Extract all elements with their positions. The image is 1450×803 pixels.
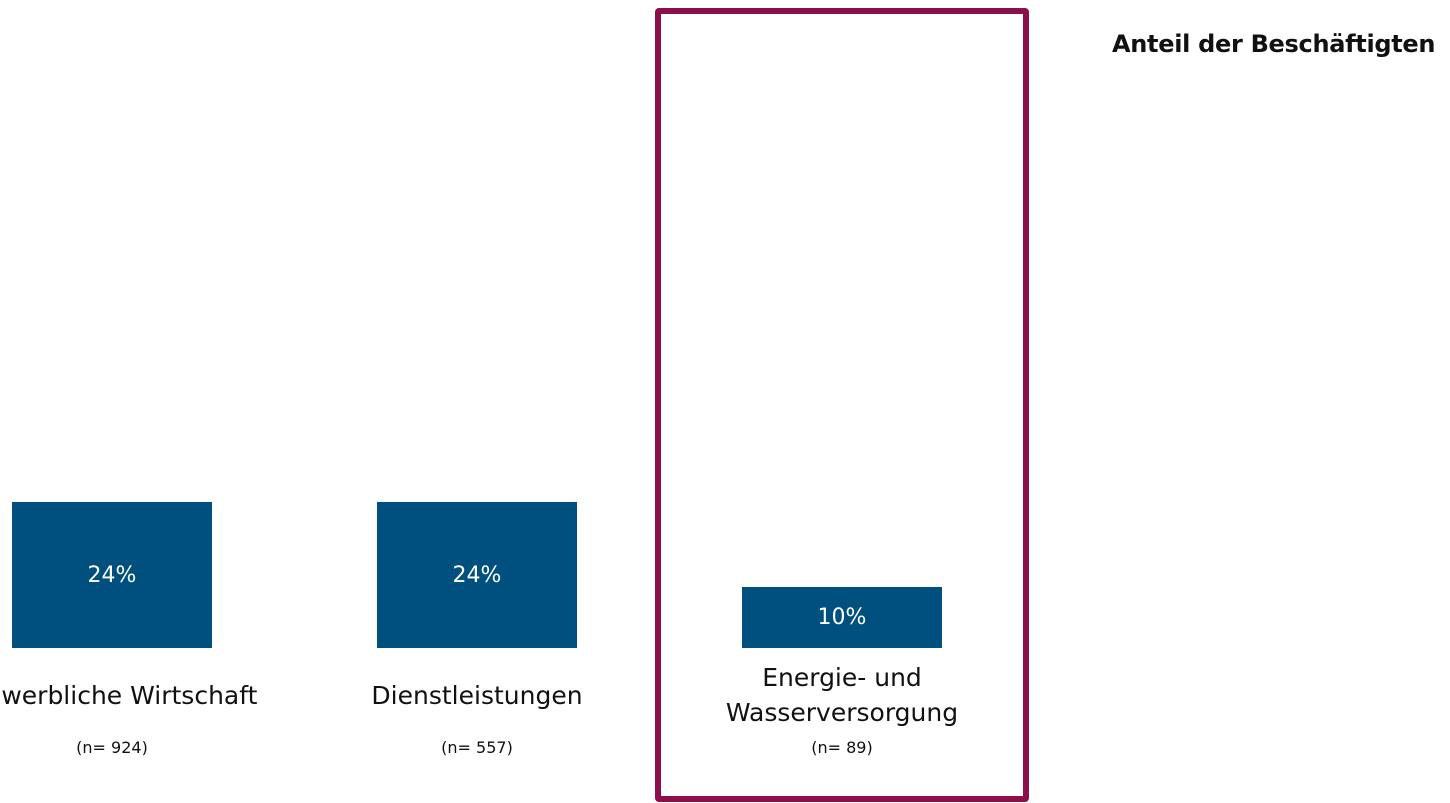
bar: 10% (742, 587, 942, 648)
category-label: Energie- und Wasserversorgung (725, 663, 959, 727)
sample-size: (n= 924) (76, 738, 148, 757)
bar: 24% (377, 502, 577, 648)
bar: 24% (12, 502, 212, 648)
value-label: 24% (452, 562, 502, 588)
sample-size: (n= 89) (811, 738, 873, 757)
sample-size: (n= 557) (441, 738, 513, 757)
category-label: Gewerbliche Wirtschaft (0, 680, 258, 710)
value-label: 10% (817, 605, 867, 631)
chart-title: Anteil der Beschäftigten (1112, 30, 1436, 58)
category-label: Dienstleistungen (371, 680, 583, 710)
value-label: 24% (87, 562, 137, 588)
highlight-box (655, 8, 1029, 802)
